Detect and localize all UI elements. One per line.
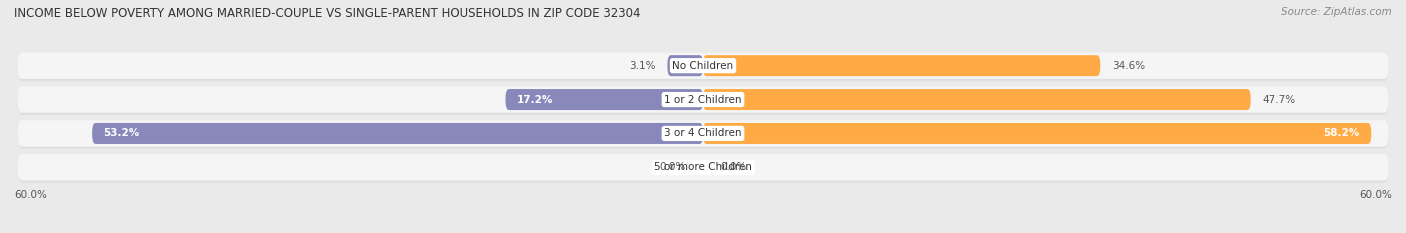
Text: 34.6%: 34.6% (1112, 61, 1144, 71)
Text: 1 or 2 Children: 1 or 2 Children (664, 95, 742, 105)
FancyBboxPatch shape (93, 123, 703, 144)
FancyBboxPatch shape (17, 155, 1389, 182)
FancyBboxPatch shape (17, 120, 1389, 147)
FancyBboxPatch shape (17, 87, 1389, 115)
FancyBboxPatch shape (506, 89, 703, 110)
FancyBboxPatch shape (17, 154, 1389, 181)
Text: 5 or more Children: 5 or more Children (654, 162, 752, 172)
Text: 60.0%: 60.0% (1360, 190, 1392, 200)
Text: 47.7%: 47.7% (1263, 95, 1295, 105)
FancyBboxPatch shape (17, 86, 1389, 113)
Text: 0.0%: 0.0% (659, 162, 686, 172)
FancyBboxPatch shape (703, 55, 1101, 76)
Text: 53.2%: 53.2% (104, 128, 139, 138)
FancyBboxPatch shape (17, 52, 1389, 79)
FancyBboxPatch shape (17, 121, 1389, 148)
Text: 60.0%: 60.0% (14, 190, 46, 200)
Text: 0.0%: 0.0% (720, 162, 747, 172)
FancyBboxPatch shape (668, 55, 703, 76)
Text: Source: ZipAtlas.com: Source: ZipAtlas.com (1281, 7, 1392, 17)
Text: 3 or 4 Children: 3 or 4 Children (664, 128, 742, 138)
FancyBboxPatch shape (17, 53, 1389, 81)
Text: 58.2%: 58.2% (1323, 128, 1360, 138)
Text: 17.2%: 17.2% (517, 95, 554, 105)
Text: No Children: No Children (672, 61, 734, 71)
FancyBboxPatch shape (703, 123, 1371, 144)
Text: 3.1%: 3.1% (630, 61, 657, 71)
Text: INCOME BELOW POVERTY AMONG MARRIED-COUPLE VS SINGLE-PARENT HOUSEHOLDS IN ZIP COD: INCOME BELOW POVERTY AMONG MARRIED-COUPL… (14, 7, 641, 20)
FancyBboxPatch shape (703, 89, 1251, 110)
